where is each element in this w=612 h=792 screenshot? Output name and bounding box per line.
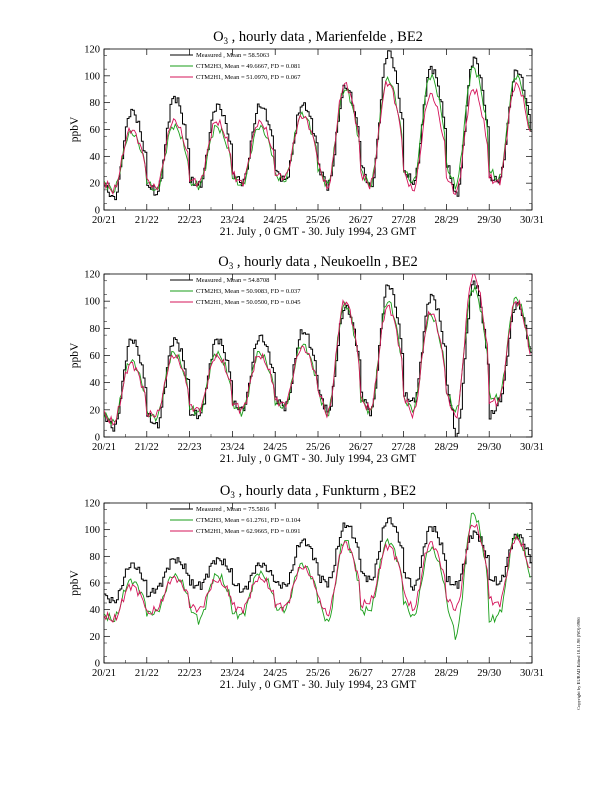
y-tick-label: 0: [95, 206, 100, 217]
x-tick-label: 28/29: [434, 215, 458, 226]
x-tick-label: 30/31: [520, 668, 544, 679]
x-tick-label: 29/30: [477, 215, 501, 226]
y-tick-label: 40: [90, 152, 101, 163]
y-tick-label: 0: [95, 433, 100, 444]
chart-title: O3 , hourly data , Neukoelln , BE2: [218, 254, 417, 271]
x-axis-label: 21. July , 0 GMT - 30. July 1994, 23 GMT: [220, 226, 417, 238]
y-tick-label: 120: [84, 45, 100, 56]
y-tick-label: 40: [90, 605, 101, 616]
chart-title-rest: , hourly data , Neukoelln , BE2: [233, 254, 417, 270]
y-tick-label: 60: [90, 351, 101, 362]
x-tick-label: 25/26: [306, 668, 330, 679]
x-tick-label: 22/23: [178, 668, 202, 679]
x-tick-label: 29/30: [477, 668, 501, 679]
x-tick-label: 21/22: [135, 668, 159, 679]
chart-panel-2: O3 , hourly data , Neukoelln , BE2 0 20 40 6…: [69, 254, 544, 465]
legend-label-ctm2h3: CTM2H3, Mean = 49.6667, FD = 0.081: [196, 63, 300, 70]
series-line-measured: [104, 280, 532, 437]
y-tick-label: 20: [90, 405, 101, 416]
chart-title-main: O: [213, 29, 223, 45]
plot-frame: [103, 48, 533, 211]
series-line-measured: [104, 50, 532, 201]
y-tick-label: 80: [90, 324, 101, 335]
chart-title-main: O: [218, 254, 228, 270]
y-tick-label: 20: [90, 632, 101, 643]
y-axis-label: ppbV: [69, 570, 81, 596]
x-tick-label: 21/22: [135, 442, 159, 453]
x-tick-label: 30/31: [520, 442, 544, 453]
x-axis-label: 21. July , 0 GMT - 30. July 1994, 23 GMT: [220, 679, 417, 691]
chart-title: O3 , hourly data , Funkturm , BE2: [220, 483, 416, 500]
legend-label-ctm2h1: CTM2H1, Mean = 50.0500, FD = 0.045: [196, 299, 300, 306]
legend-label-measured: Measured , Mean = 58.5063: [196, 52, 269, 59]
x-tick-label: 22/23: [178, 215, 202, 226]
y-axis-label: ppbV: [69, 342, 81, 368]
x-tick-label: 28/29: [434, 442, 458, 453]
chart-title-rest: , hourly data , Funkturm , BE2: [235, 483, 416, 499]
x-tick-label: 20/21: [92, 215, 116, 226]
copyright-note: Copyright by EURAD Edited 10.11.98 (NO) …: [576, 617, 581, 710]
y-tick-label: 100: [84, 525, 100, 536]
series-line-ctm2h1: [104, 274, 531, 426]
x-tick-label: 23/24: [220, 215, 245, 226]
y-tick-label: 60: [90, 579, 101, 590]
chart-panel-3: O3 , hourly data , Funkturm , BE2 0 20 40 60…: [69, 483, 544, 691]
chart-title-main: O: [220, 483, 230, 499]
x-tick-label: 22/23: [178, 442, 202, 453]
legend-label-ctm2h1: CTM2H1, Mean = 51.0970, FD = 0.067: [196, 74, 301, 81]
chart-title-subscript: 3: [230, 490, 235, 500]
series-line-ctm2h3: [104, 512, 531, 640]
x-tick-label: 21/22: [135, 215, 159, 226]
chart-panel-1: O3 , hourly data , Marienfelde , BE2 0 20 4…: [69, 29, 544, 238]
y-tick-label: 120: [84, 499, 100, 510]
x-tick-label: 26/27: [349, 668, 373, 679]
y-tick-label: 20: [90, 179, 101, 190]
y-tick-label: 80: [90, 552, 101, 563]
x-tick-label: 24/25: [263, 668, 287, 679]
legend-label-ctm2h3: CTM2H3, Mean = 61.2761, FD = 0.104: [196, 517, 301, 524]
x-tick-label: 26/27: [349, 215, 373, 226]
series-line-ctm2h1: [104, 81, 531, 196]
x-axis-label: 21. July , 0 GMT - 30. July 1994, 23 GMT: [220, 453, 417, 465]
chart-title-subscript: 3: [229, 261, 234, 271]
x-tick-label: 27/28: [392, 442, 416, 453]
x-tick-label: 27/28: [392, 215, 416, 226]
y-tick-label: 40: [90, 378, 101, 389]
chart-title: O3 , hourly data , Marienfelde , BE2: [213, 29, 423, 46]
legend-label-ctm2h1: CTM2H1, Mean = 62.9665, FD = 0.091: [196, 528, 300, 535]
y-tick-label: 0: [95, 659, 100, 670]
legend-label-ctm2h3: CTM2H3, Mean = 50.9083, FD = 0.037: [196, 288, 301, 295]
x-tick-label: 20/21: [92, 442, 116, 453]
x-tick-label: 25/26: [306, 215, 330, 226]
x-tick-label: 28/29: [434, 668, 458, 679]
y-tick-label: 60: [90, 125, 101, 136]
y-tick-label: 100: [84, 297, 100, 308]
legend-label-measured: Measured , Mean = 54.8708: [196, 277, 269, 284]
series-line-measured: [104, 517, 532, 604]
chart-title-subscript: 3: [224, 36, 229, 46]
x-tick-label: 25/26: [306, 442, 330, 453]
x-tick-label: 30/31: [520, 215, 544, 226]
x-tick-label: 24/25: [263, 442, 287, 453]
y-tick-label: 100: [84, 71, 100, 82]
x-tick-label: 27/28: [392, 668, 416, 679]
x-tick-label: 26/27: [349, 442, 373, 453]
x-tick-label: 29/30: [477, 442, 501, 453]
series-line-ctm2h1: [104, 523, 531, 623]
x-tick-label: 23/24: [220, 668, 245, 679]
x-tick-label: 24/25: [263, 215, 287, 226]
x-tick-label: 20/21: [92, 668, 116, 679]
y-axis-label: ppbV: [69, 116, 81, 142]
y-tick-label: 80: [90, 98, 101, 109]
y-tick-label: 120: [84, 270, 100, 281]
x-tick-label: 23/24: [220, 442, 245, 453]
legend-label-measured: Measured , Mean = 75.5816: [196, 506, 270, 513]
chart-title-rest: , hourly data , Marienfelde , BE2: [228, 29, 423, 45]
